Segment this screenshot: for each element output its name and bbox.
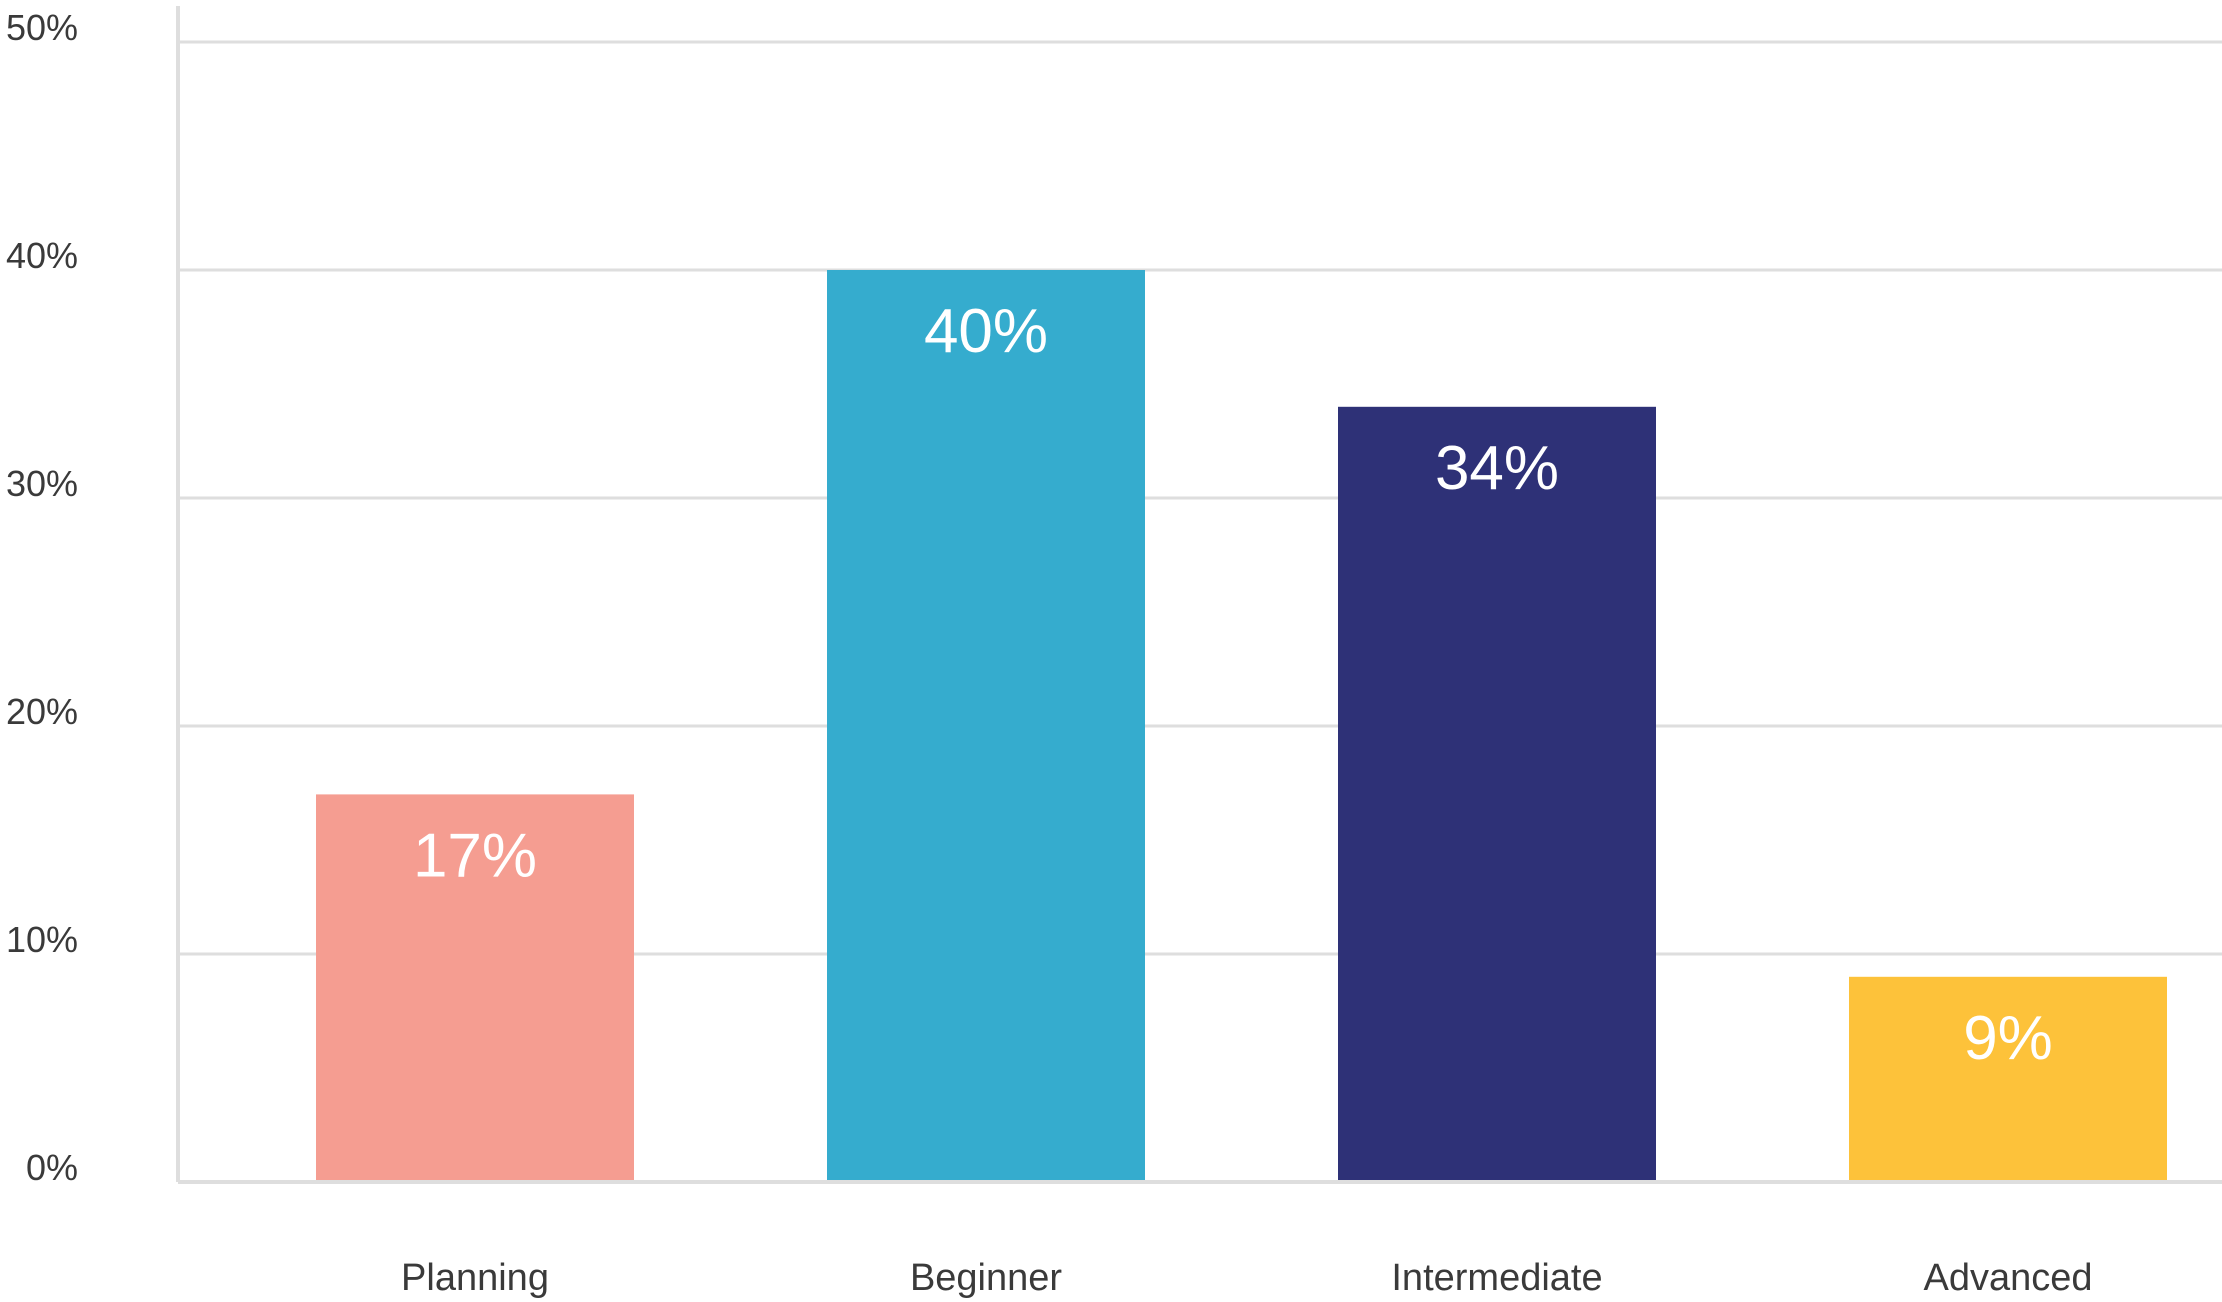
- y-tick-label: 10%: [6, 919, 78, 960]
- y-axis-tick-labels: 0% 10% 20% 30% 40% 50%: [6, 7, 78, 1188]
- y-tick-label: 40%: [6, 235, 78, 276]
- bar-beginner: [827, 270, 1145, 1180]
- data-label-intermediate: 34%: [1435, 434, 1559, 503]
- category-label-beginner: Beginner: [910, 1257, 1062, 1299]
- category-label-intermediate: Intermediate: [1391, 1257, 1602, 1299]
- bar-intermediate: [1338, 406, 1656, 1180]
- category-label-advanced: Advanced: [1923, 1257, 2092, 1299]
- x-axis-category-labels: Planning Beginner Intermediate Advanced: [401, 1257, 2092, 1299]
- bar-planning: [316, 794, 634, 1180]
- data-label-planning: 17%: [413, 821, 537, 890]
- category-label-planning: Planning: [401, 1257, 549, 1299]
- data-label-beginner: 40%: [924, 297, 1048, 366]
- bars: [316, 270, 2167, 1180]
- gridlines: [178, 40, 2222, 956]
- y-tick-label: 0%: [26, 1147, 78, 1188]
- bar-advanced: [1849, 976, 2167, 1180]
- data-labels: 17% 40% 34% 9%: [413, 297, 2053, 1073]
- y-tick-label: 20%: [6, 691, 78, 732]
- y-tick-label: 30%: [6, 463, 78, 504]
- data-label-advanced: 9%: [1963, 1004, 2053, 1073]
- y-tick-label: 50%: [6, 7, 78, 48]
